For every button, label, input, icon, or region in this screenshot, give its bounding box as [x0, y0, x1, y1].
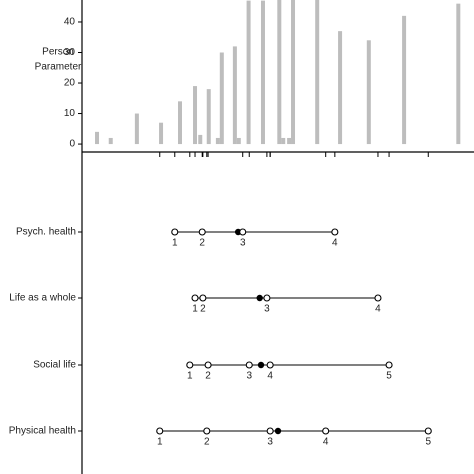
- threshold: [385, 361, 393, 369]
- threshold: [331, 228, 339, 236]
- item-label: Social life: [33, 360, 76, 371]
- bar: [260, 0, 265, 145]
- y-tick-label: 40: [64, 17, 76, 28]
- threshold: [266, 361, 274, 369]
- y-tick-label: 30: [64, 47, 76, 58]
- threshold: [204, 361, 212, 369]
- bar: [338, 31, 343, 145]
- threshold-label: 1: [187, 371, 193, 382]
- threshold-label: 2: [204, 437, 210, 448]
- threshold: [203, 427, 211, 435]
- bar: [456, 3, 461, 145]
- y-axis-label: Person: [42, 47, 74, 58]
- threshold-label: 1: [172, 238, 178, 249]
- threshold-label: 1: [157, 437, 163, 448]
- threshold: [156, 427, 164, 435]
- bar: [193, 86, 198, 145]
- bar: [219, 52, 224, 145]
- threshold: [198, 228, 206, 236]
- threshold-label: 1: [192, 304, 198, 315]
- threshold-label: 4: [332, 238, 338, 249]
- threshold: [199, 294, 207, 302]
- threshold: [171, 228, 179, 236]
- bar: [287, 137, 292, 145]
- bar: [206, 89, 211, 145]
- threshold: [263, 294, 271, 302]
- item-label: Psych. health: [16, 227, 76, 238]
- location: [256, 294, 263, 302]
- threshold: [374, 294, 382, 302]
- bar: [95, 131, 100, 145]
- bar: [134, 113, 139, 145]
- item-label: Physical health: [9, 426, 76, 437]
- bar: [159, 122, 164, 145]
- threshold-label: 2: [205, 371, 211, 382]
- threshold-label: 2: [200, 304, 206, 315]
- bar: [281, 137, 286, 145]
- bar: [402, 15, 407, 145]
- threshold-label: 3: [240, 238, 246, 249]
- threshold: [191, 294, 199, 302]
- y-tick-label: 0: [69, 139, 75, 150]
- bar: [178, 101, 182, 145]
- bar: [246, 0, 251, 145]
- threshold: [245, 361, 253, 369]
- bar: [277, 0, 282, 145]
- threshold-label: 4: [323, 437, 329, 448]
- threshold-label: 4: [375, 304, 381, 315]
- bar: [366, 40, 371, 145]
- threshold: [322, 427, 330, 435]
- threshold: [239, 228, 247, 236]
- y-tick-label: 20: [64, 78, 76, 89]
- bar: [198, 134, 203, 145]
- y-axis-label: Parameter: [35, 62, 82, 73]
- bar: [315, 0, 320, 145]
- threshold-label: 4: [267, 371, 273, 382]
- bar: [108, 137, 113, 145]
- bar: [236, 137, 241, 145]
- location: [257, 361, 265, 369]
- threshold-label: 3: [264, 304, 270, 315]
- threshold-label: 5: [425, 437, 431, 448]
- y-tick-label: 10: [64, 108, 76, 119]
- threshold: [266, 427, 274, 435]
- item-label: Life as a whole: [9, 293, 76, 304]
- bar: [291, 0, 296, 145]
- location: [274, 427, 282, 435]
- bar: [215, 137, 220, 145]
- threshold-label: 2: [199, 238, 205, 249]
- threshold-label: 3: [267, 437, 273, 448]
- threshold-label: 3: [246, 371, 252, 382]
- threshold-label: 5: [386, 371, 392, 382]
- threshold: [424, 427, 432, 435]
- bar: [232, 46, 237, 145]
- threshold: [186, 361, 194, 369]
